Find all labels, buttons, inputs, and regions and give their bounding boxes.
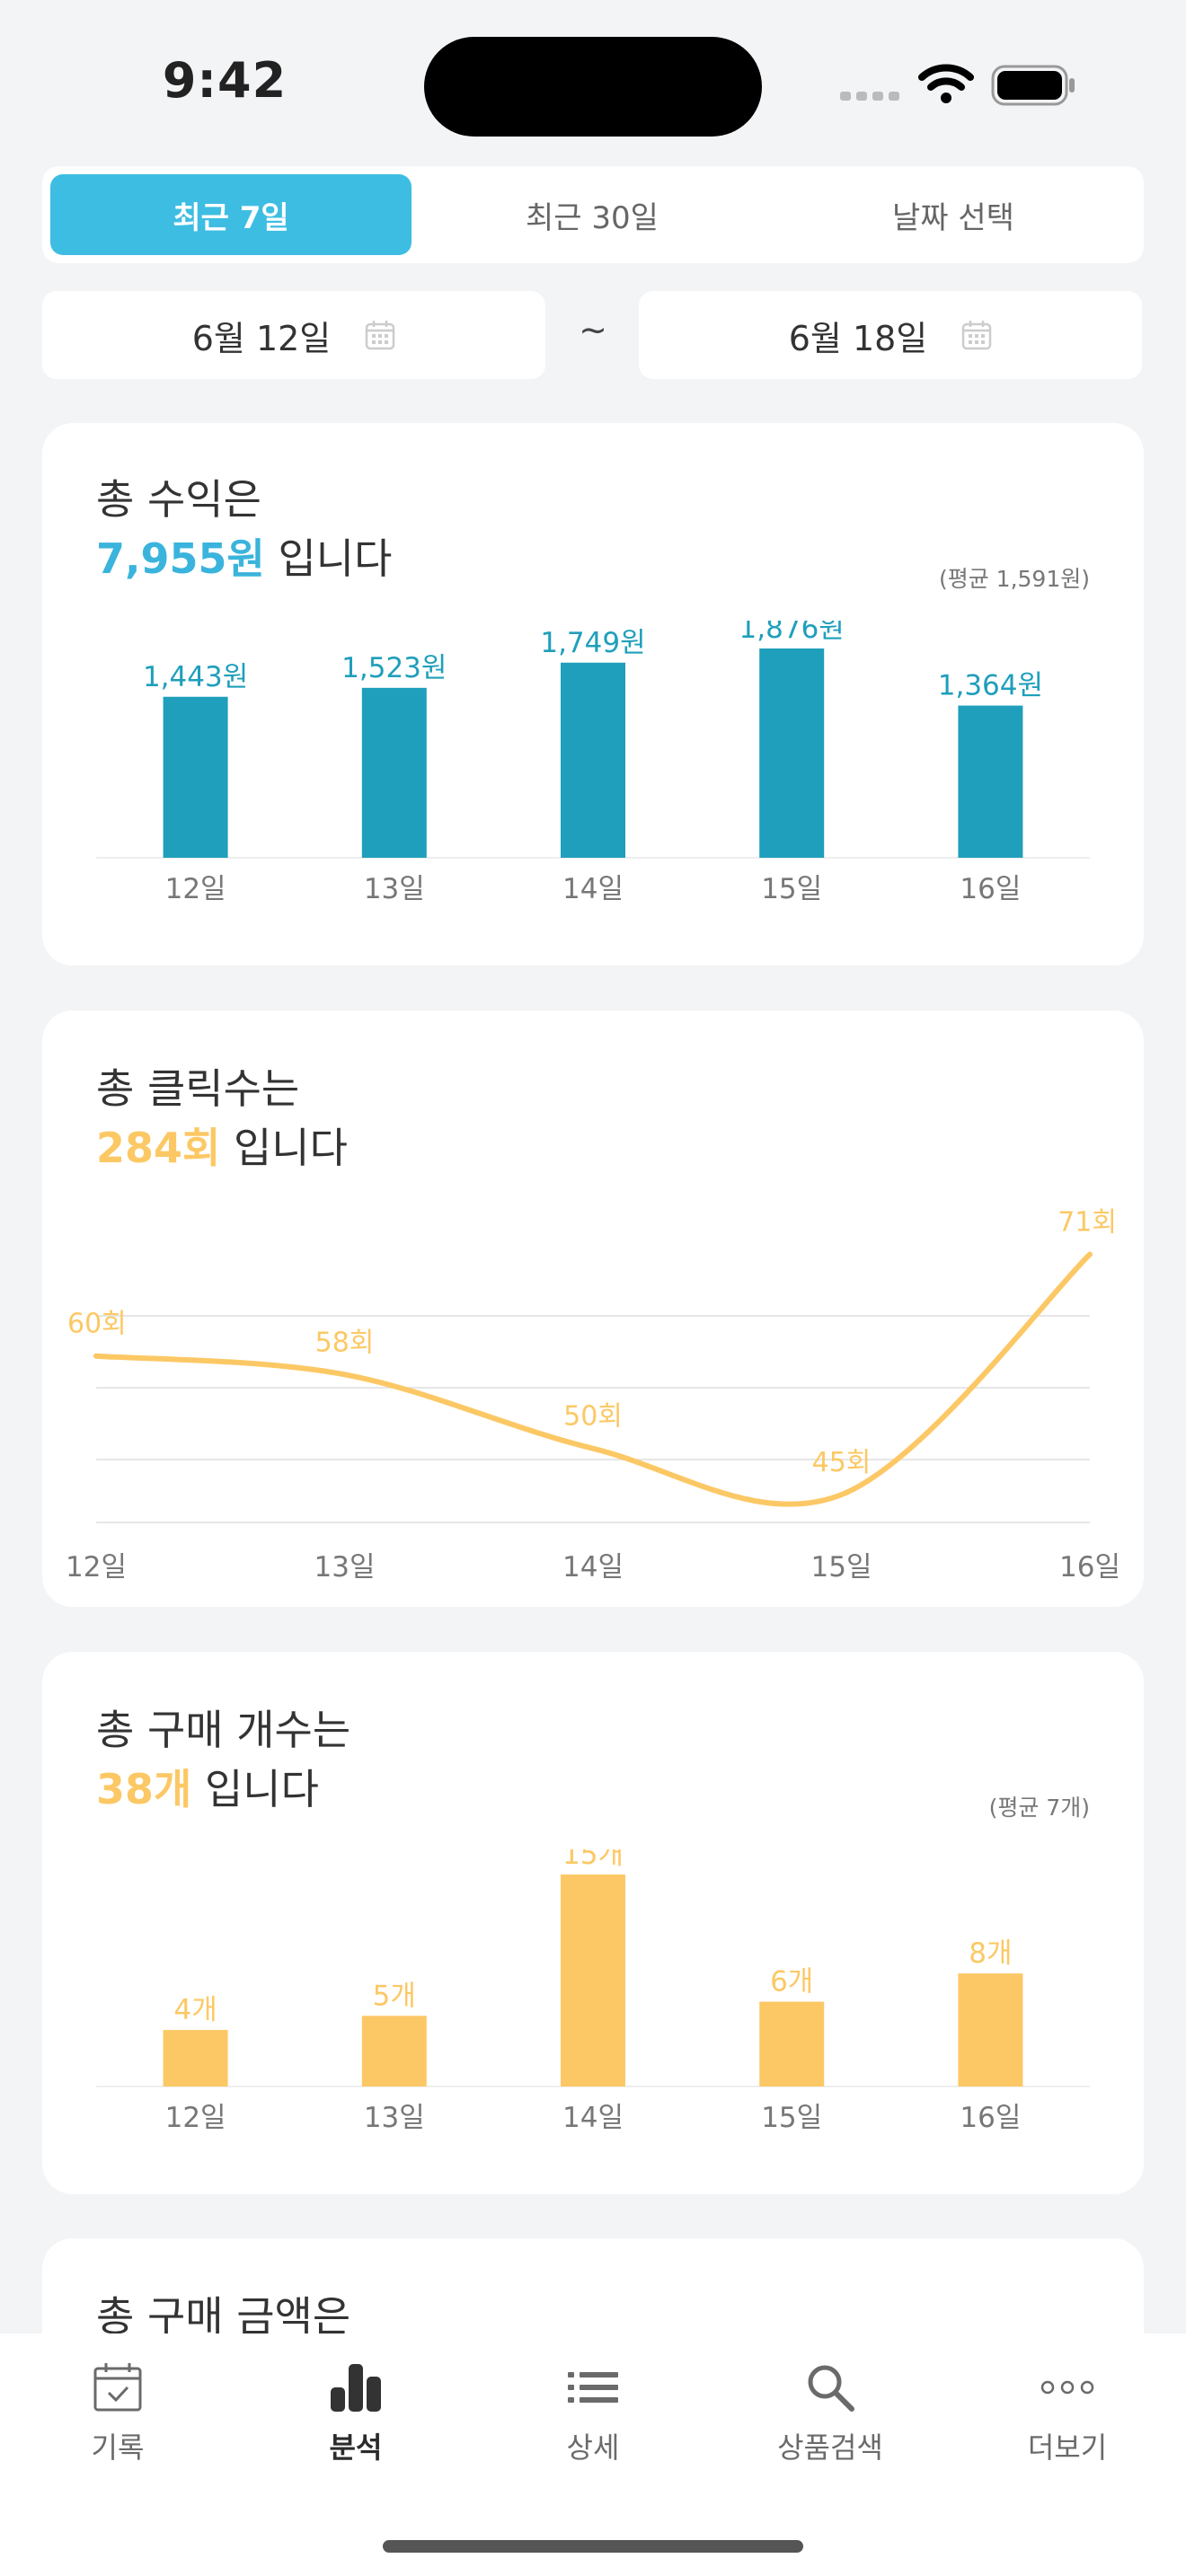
point-value-label: 45회 [812, 1447, 872, 1478]
clicks-line-chart: 60회 12일 58회 13일 50회 14일 45회 15일 71회 16일 [66, 1206, 1120, 1584]
chart-bar [163, 696, 228, 858]
calendar-check-icon [93, 2363, 142, 2412]
x-tick-label: 16일 [960, 2102, 1021, 2134]
period-tabs: 최근 7일 최근 30일 날짜 선택 [42, 166, 1144, 263]
chart-bar [163, 2030, 228, 2086]
bar-value-label: 1,443원 [143, 661, 248, 693]
chart-bar [361, 2016, 427, 2086]
point-value-label: 60회 [67, 1309, 127, 1340]
chart-bar [759, 2001, 825, 2086]
chart-bar [361, 687, 427, 858]
nav-analysis[interactable]: 분석 [279, 2360, 432, 2466]
chart-bar [958, 705, 1023, 858]
bar-value-label: 15개 [562, 1849, 624, 1871]
bar-value-label: 1,523원 [341, 652, 447, 684]
dynamic-island [424, 37, 762, 137]
x-tick-label: 13일 [314, 1551, 376, 1584]
purchases-average: (평균 7개) [988, 1795, 1090, 1821]
chart-bar [561, 1875, 625, 2086]
nav-detail[interactable]: 상세 [517, 2360, 669, 2466]
x-tick-label: 12일 [165, 873, 226, 905]
x-tick-label: 14일 [562, 873, 624, 905]
bottom-tab-bar: 기록 분석 상세 상품검색 더보기 [0, 2333, 1186, 2576]
chart-bar [561, 662, 625, 858]
revenue-card: 총 수익은 7,955원 입니다 (평균 1,591원) 1,443원 12일 1,… [42, 423, 1144, 966]
bar-value-label: 1,364원 [938, 670, 1043, 702]
tab-recent-30-days[interactable]: 최근 30일 [526, 199, 659, 236]
series-line [93, 1251, 1093, 1507]
end-date-picker[interactable]: 6월 18일 [639, 291, 1142, 379]
purchases-title: 총 구매 개수는 38개 입니다 [96, 1706, 351, 1813]
point-value-label: 50회 [563, 1401, 623, 1433]
date-range-separator: ~ [579, 310, 607, 349]
x-tick-label: 12일 [66, 1551, 127, 1584]
chart-bar [759, 648, 825, 858]
tab-recent-7-days[interactable]: 최근 7일 [50, 174, 412, 255]
x-tick-label: 16일 [960, 873, 1021, 905]
status-time: 9:42 [162, 52, 288, 109]
clicks-title: 총 클릭수는 284회 입니다 [96, 1064, 348, 1172]
bar-value-label: 1,749원 [540, 627, 645, 659]
list-icon [568, 2372, 618, 2403]
start-date-picker[interactable]: 6월 12일 [42, 291, 545, 379]
x-tick-label: 16일 [1059, 1551, 1120, 1584]
revenue-title: 총 수익은 7,955원 입니다 [96, 475, 393, 583]
bar-chart-icon [331, 2364, 381, 2412]
purchases-card: 총 구매 개수는 38개 입니다 (평균 7개) 4개 12일 5개 13일 15개 14… [42, 1652, 1144, 2194]
purchases-bar-chart: 4개 12일 5개 13일 15개 14일 6개 15일 8개 16일 [96, 1849, 1090, 2134]
x-tick-label: 13일 [364, 873, 425, 905]
x-tick-label: 15일 [761, 2102, 822, 2134]
home-indicator [383, 2540, 803, 2553]
end-date-value: 6월 18일 [788, 318, 928, 358]
point-value-label: 58회 [315, 1327, 375, 1358]
purchases-total: 38개 [96, 1765, 192, 1813]
wifi-icon [918, 64, 974, 103]
chart-bar [958, 1973, 1023, 2086]
x-tick-label: 14일 [562, 1551, 624, 1584]
purchase-amount-title: 총 구매 금액은 [96, 2292, 351, 2341]
x-tick-label: 13일 [364, 2102, 425, 2134]
clicks-card: 총 클릭수는 284회 입니다 60회 12일 58회 13일 50회 14일 45회 15일… [42, 1010, 1144, 1607]
x-tick-label: 15일 [761, 873, 822, 905]
point-value-label: 71회 [1058, 1206, 1117, 1238]
cellular-signal-icon [840, 92, 899, 101]
nav-product-search[interactable]: 상품검색 [754, 2360, 907, 2466]
clicks-total: 284회 [96, 1124, 221, 1172]
more-icon [1040, 2380, 1094, 2395]
x-tick-label: 15일 [811, 1551, 872, 1584]
revenue-bar-chart: 1,443원 12일 1,523원 13일 1,749원 14일 1,876원 15일 1,36… [96, 621, 1090, 905]
x-tick-label: 12일 [165, 2102, 226, 2134]
bar-value-label: 6개 [770, 1966, 813, 1998]
search-icon [808, 2365, 854, 2412]
bar-value-label: 1,876원 [739, 621, 845, 645]
x-tick-label: 14일 [562, 2102, 624, 2134]
bar-value-label: 5개 [373, 1980, 416, 2012]
bar-value-label: 4개 [173, 1994, 217, 2026]
tab-date-select[interactable]: 날짜 선택 [892, 199, 1014, 236]
revenue-total: 7,955원 [96, 534, 265, 583]
nav-record[interactable]: 기록 [41, 2360, 194, 2466]
battery-icon [991, 65, 1075, 106]
start-date-value: 6월 12일 [191, 318, 332, 358]
bar-value-label: 8개 [969, 1937, 1012, 1970]
revenue-average: (평균 1,591원) [938, 566, 1090, 592]
calendar-icon [366, 321, 395, 350]
calendar-icon [962, 321, 992, 350]
nav-more[interactable]: 더보기 [991, 2360, 1144, 2466]
